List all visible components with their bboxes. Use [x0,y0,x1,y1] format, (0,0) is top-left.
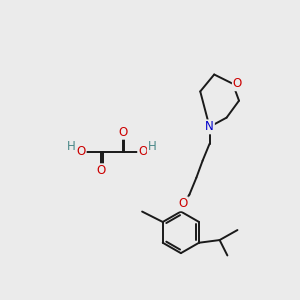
Text: O: O [233,77,242,90]
Text: H: H [67,140,76,153]
Text: N: N [205,120,214,134]
Text: H: H [148,140,157,153]
Text: O: O [118,126,128,139]
Text: O: O [178,197,188,210]
Text: O: O [76,145,86,158]
Text: O: O [96,164,106,177]
Text: O: O [138,145,148,158]
